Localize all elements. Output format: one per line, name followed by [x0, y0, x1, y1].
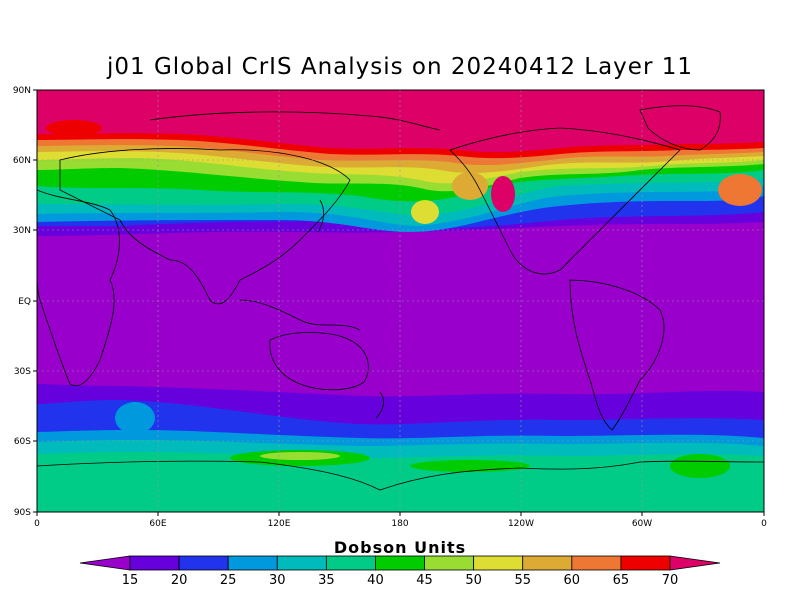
coast-greenland [639, 105, 721, 151]
colorbar-tick-label: 30 [269, 573, 286, 588]
lon-label-0-east: 0 [761, 519, 767, 529]
colorbar-tick-label: 15 [122, 573, 139, 588]
colorbar-box-3 [276, 555, 327, 571]
coast-japan [317, 199, 324, 233]
colorbar-box-6 [424, 555, 475, 571]
nh-feature-patch-1 [46, 120, 102, 136]
coast-maritime [239, 299, 361, 331]
coast-arctic [149, 111, 441, 131]
colorbar-tick-label: 20 [171, 573, 188, 588]
coast-south-america [569, 279, 665, 431]
sh-feature-patch-4 [670, 454, 730, 478]
colorbar-box-10 [620, 555, 671, 571]
sh-feature-patch-5 [410, 460, 530, 472]
lat-label-90s: 90S [14, 508, 31, 518]
map-title: j01 Global CrIS Analysis on 20240412 Lay… [107, 54, 693, 80]
colorbar-triangle-high [669, 555, 721, 571]
nh-feature-ridge-1 [411, 200, 439, 224]
coastlines [37, 105, 764, 491]
nh-band-above-70 [37, 90, 764, 153]
lon-label-0-west: 0 [34, 519, 40, 529]
coast-new-zealand [375, 391, 384, 419]
lat-label-30s: 30S [14, 367, 31, 377]
colorbar-triangle-low [79, 555, 131, 571]
lon-label-60w: 60W [632, 519, 652, 529]
colorbar-tick-label: 70 [662, 573, 679, 588]
colorbar-tick-label: 35 [318, 573, 335, 588]
lon-label-120w: 120W [508, 519, 534, 529]
graticule [37, 90, 764, 512]
nh-feature-ridge-2 [452, 172, 488, 200]
colorbar-tick-label: 65 [613, 573, 630, 588]
coast-australia [269, 332, 369, 391]
colorbar-box-7 [473, 555, 524, 571]
coast-africa [37, 189, 120, 386]
colorbar-labels: 15 20 25 30 35 40 45 50 55 60 65 70 [122, 573, 679, 588]
coast-eurasia [59, 148, 351, 305]
lon-label-180: 180 [391, 519, 408, 529]
colorbar-box-0 [129, 555, 180, 571]
colorbar-box-5 [375, 555, 425, 571]
nh-feature-high [491, 176, 515, 212]
lat-label-90n: 90N [13, 86, 31, 96]
colorbar-box-1 [178, 555, 229, 571]
lon-label-60e: 60E [149, 519, 166, 529]
colorbar-box-4 [325, 555, 376, 571]
ticks [33, 89, 765, 516]
colorbar-box-8 [522, 555, 573, 571]
colorbar-tick-label: 60 [564, 573, 581, 588]
coast-antarctica [37, 460, 764, 491]
colorbar-tick-label: 55 [514, 573, 531, 588]
colorbar-unit-label: Dobson Units [334, 538, 466, 557]
colorbar [79, 555, 721, 571]
lon-label-120e: 120E [268, 519, 291, 529]
lat-label-eq: EQ [18, 297, 31, 307]
sh-band-40 [37, 452, 764, 512]
coast-north-america [449, 127, 681, 275]
lat-label-60n: 60N [13, 156, 31, 166]
lat-label-60s: 60S [14, 437, 31, 447]
colorbar-tick-label: 45 [416, 573, 433, 588]
sh-feature-patch-1 [115, 402, 155, 434]
colorbar-box-2 [227, 555, 278, 571]
colorbar-tick-label: 40 [367, 573, 384, 588]
nh-feature-patch-2 [718, 174, 762, 206]
colorbar-tick-label: 50 [465, 573, 482, 588]
colorbar-tick-label: 25 [220, 573, 237, 588]
sh-feature-patch-3 [260, 452, 340, 460]
colorbar-box-9 [571, 555, 622, 571]
lat-label-30n: 30N [13, 226, 31, 236]
